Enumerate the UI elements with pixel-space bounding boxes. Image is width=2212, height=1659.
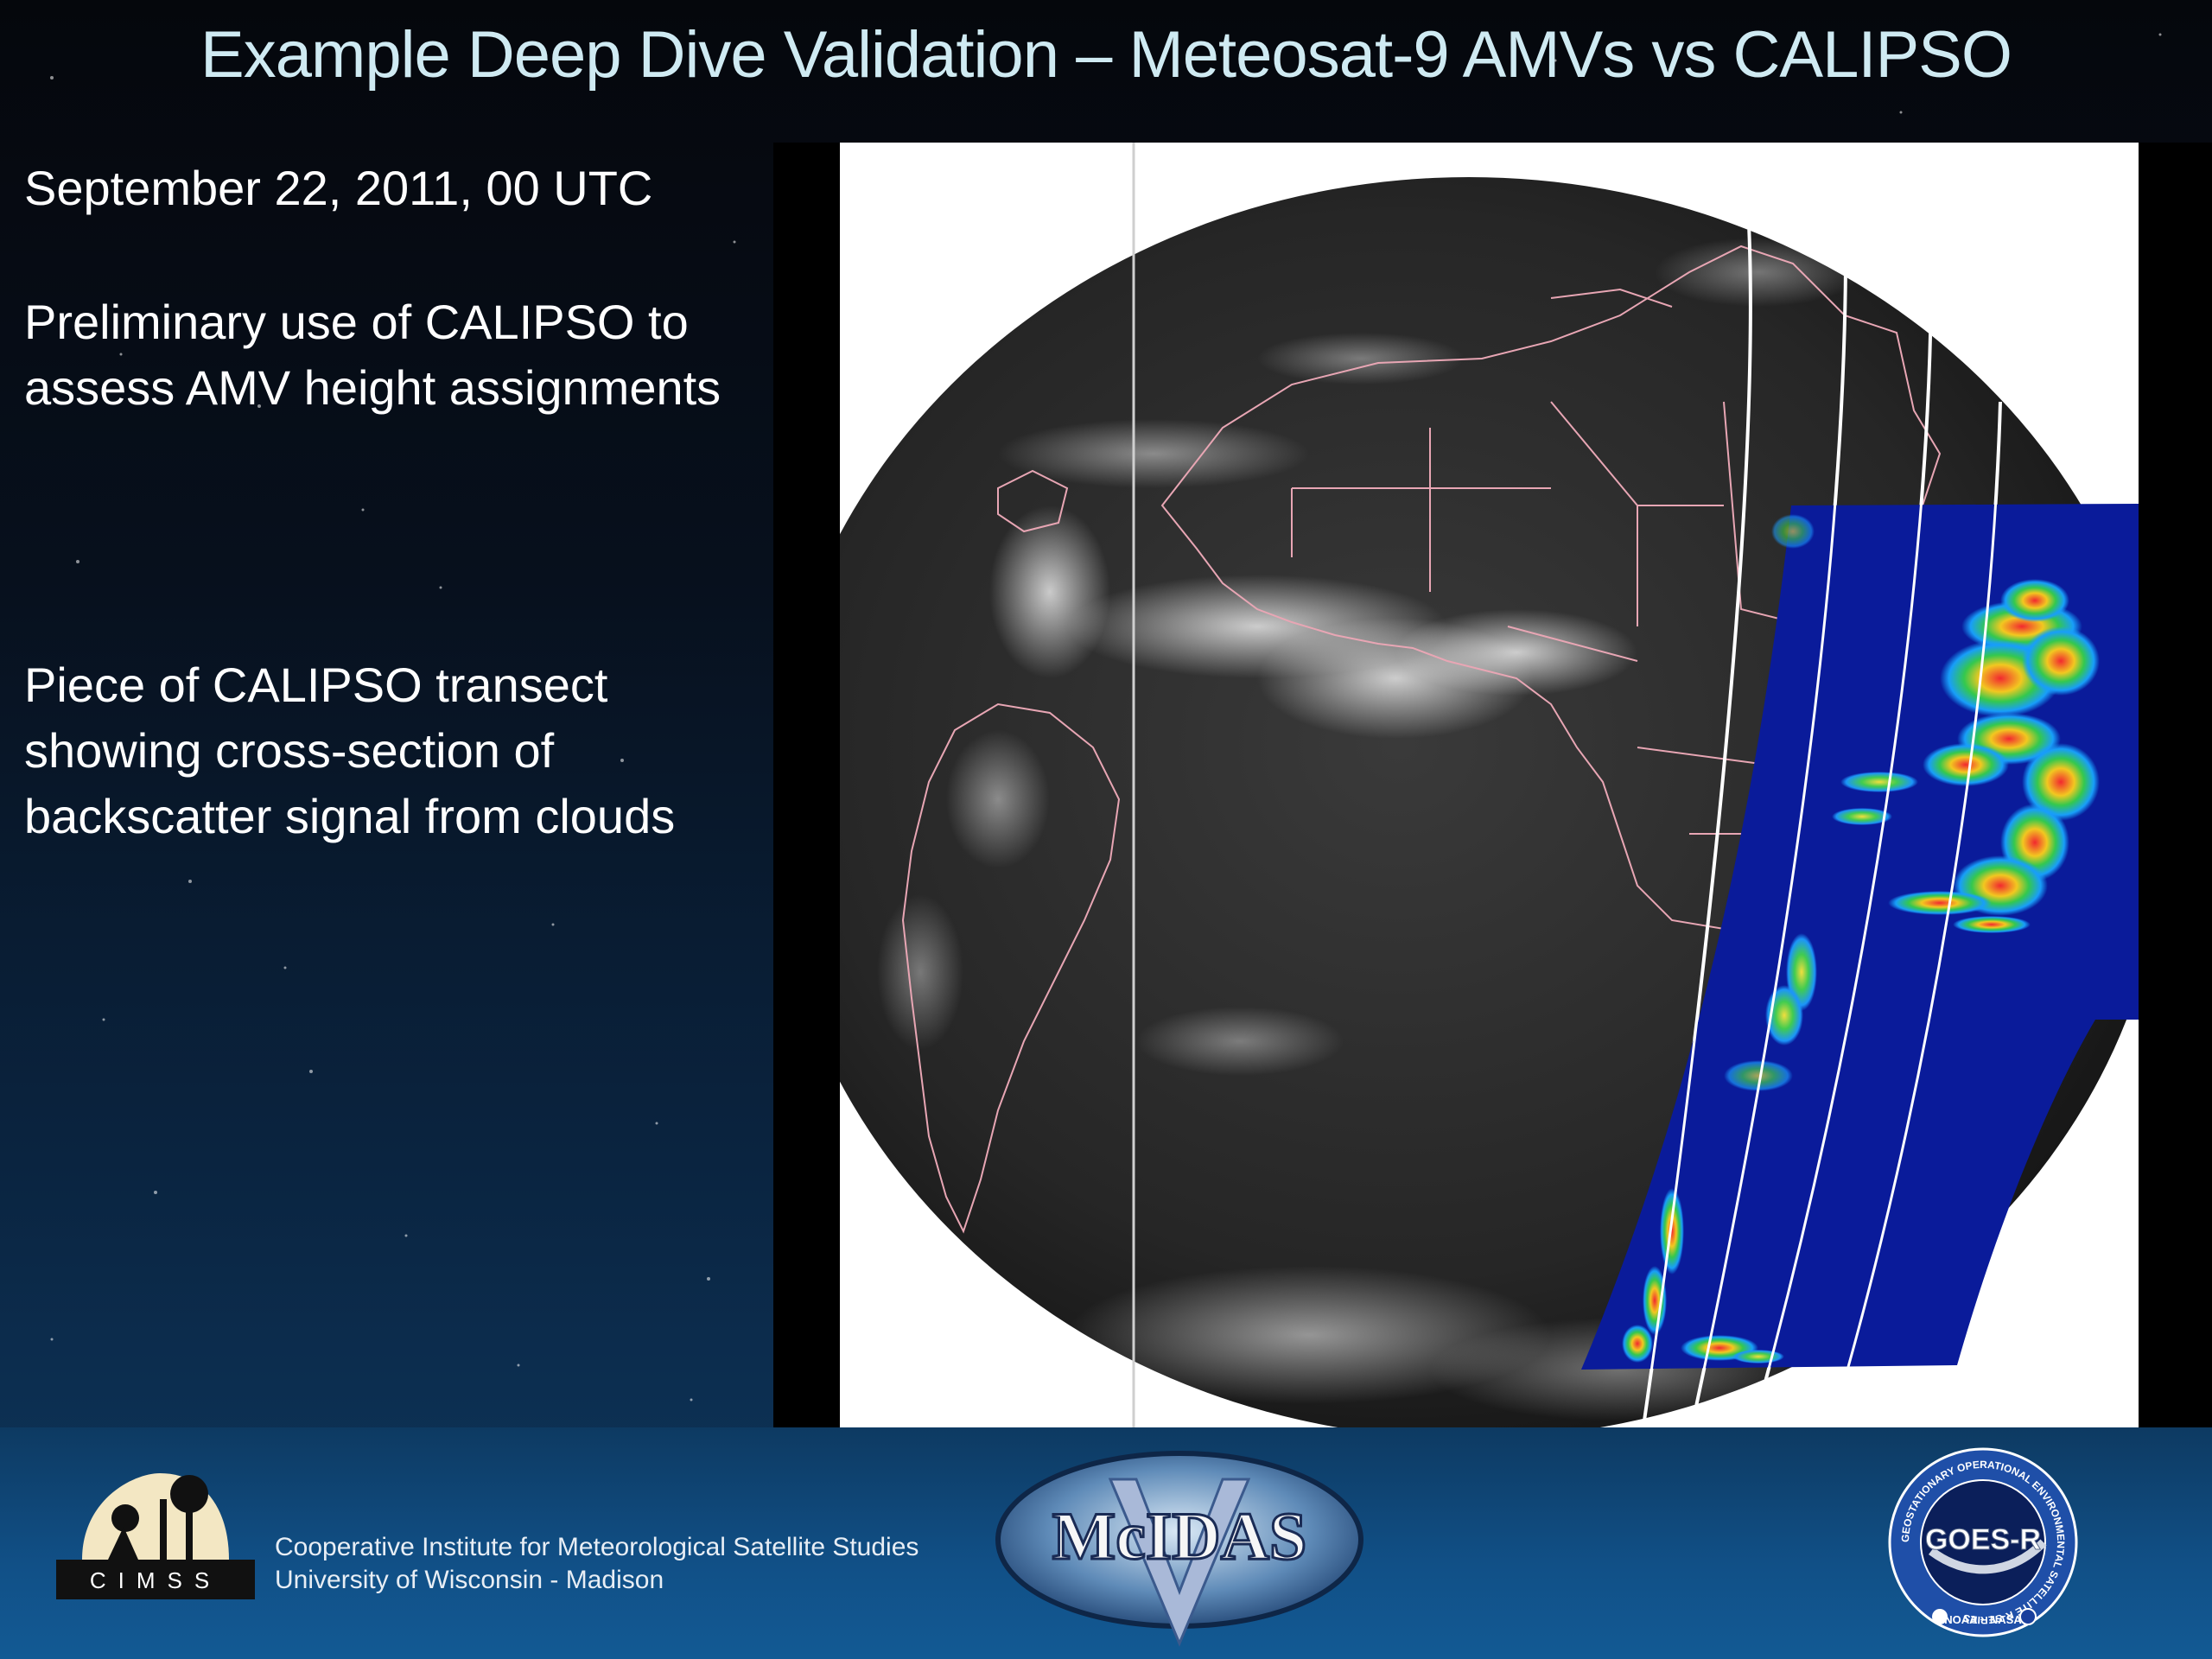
slide-title: Example Deep Dive Validation – Meteosat-… [200, 18, 2012, 92]
cimss-logo-text: CIMSS [90, 1567, 221, 1593]
mcidas-logo-text: McIDAS [1052, 1498, 1307, 1573]
cimss-line-1: Cooperative Institute for Meteorological… [275, 1533, 919, 1561]
satellite-figure [773, 143, 2212, 1427]
orbit-overlay-lines [1642, 143, 2002, 1427]
cimss-name: Cooperative Institute for Meteorological… [275, 1531, 918, 1597]
goes-r-logo: GOES-R GEOSTATIONARY OPERATIONAL ENVIRON… [1888, 1447, 2078, 1637]
description-paragraph-1: Preliminary use of CALIPSO to assess AMV… [24, 295, 721, 415]
calipso-transect [1581, 504, 2139, 1370]
goes-logo-text: GOES-R [1925, 1523, 2041, 1556]
nasa-emblem-icon [2019, 1608, 2037, 1625]
cimss-logo: CIMSS [56, 1473, 255, 1599]
mcidas-logo: McIDAS [995, 1451, 1363, 1647]
date-line: September 22, 2011, 00 UTC [24, 161, 653, 215]
noaa-emblem-icon [1932, 1609, 1948, 1624]
cimss-line-2: University of Wisconsin - Madison [275, 1566, 664, 1594]
goes-bottom-text: NOAA ~ NASA [1944, 1613, 2022, 1626]
description-paragraph-2: Piece of CALIPSO transect showing cross-… [24, 658, 676, 843]
